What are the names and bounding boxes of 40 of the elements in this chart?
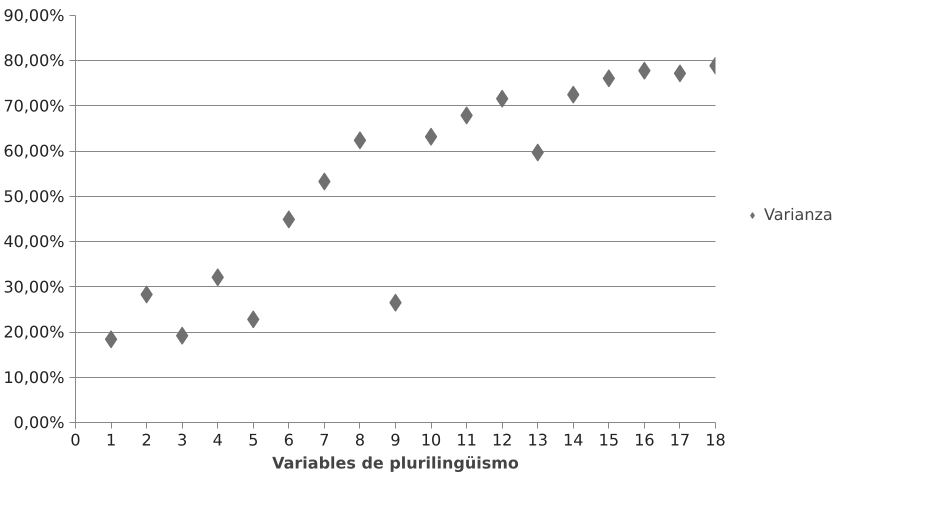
y-tick-label: 10,00%	[3, 368, 65, 387]
y-tick-label: 40,00%	[3, 232, 65, 252]
x-tick-label: 0	[70, 430, 81, 450]
x-tick-label: 8	[354, 430, 366, 450]
x-tick-label: 10	[420, 430, 442, 450]
point	[140, 286, 153, 304]
y-tick-label: 50,00%	[3, 186, 65, 206]
x-tick-label: 4	[212, 430, 223, 450]
y-tick-label: 0,00%	[14, 413, 64, 432]
y-tick-label: 80,00%	[3, 51, 65, 70]
y-tick-label: 30,00%	[3, 277, 65, 296]
x-tick-label: 3	[177, 430, 188, 450]
point	[104, 330, 118, 348]
x-tick-label: 5	[248, 430, 258, 450]
x-tick-label: 2	[142, 430, 152, 450]
x-tick-label: 18	[705, 430, 726, 450]
legend-label: Varianza	[764, 205, 833, 224]
x-tick-label: 14	[563, 430, 584, 450]
y-tick-label: 60,00%	[3, 142, 65, 161]
point	[318, 172, 331, 190]
x-tick-label: 9	[390, 430, 401, 450]
point	[389, 294, 402, 312]
x-tick-label: 13	[528, 430, 548, 450]
x-tick-label: 6	[284, 430, 294, 450]
y-tick-label: 20,00%	[3, 322, 65, 342]
x-tick-label: 1	[106, 430, 116, 450]
x-tick-label: 7	[319, 430, 330, 450]
x-tick-label: 15	[598, 430, 620, 450]
x-tick-label: 11	[456, 430, 477, 450]
point	[354, 131, 366, 150]
point	[424, 128, 438, 146]
point	[460, 106, 473, 124]
y-tick-label: 70,00%	[3, 96, 65, 116]
point	[674, 64, 686, 82]
x-axis-title: Variables de plurilingüismo	[272, 454, 519, 472]
point	[638, 62, 651, 80]
x-tick-label: 16	[634, 430, 655, 450]
y-tick-label: 90,00%	[3, 6, 65, 25]
x-tick-label: 12	[492, 430, 512, 450]
x-tick-label: 17	[670, 430, 690, 450]
